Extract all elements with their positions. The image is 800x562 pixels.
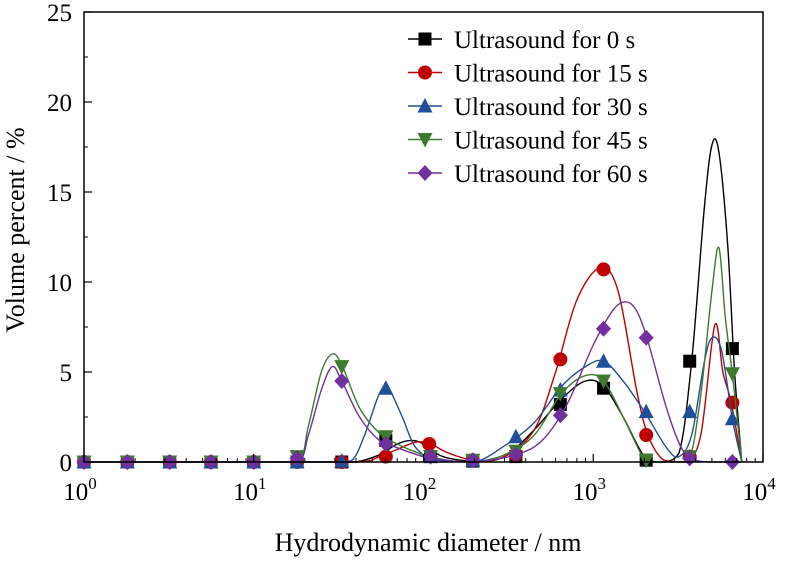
legend-marker	[417, 98, 433, 113]
legend-marker	[417, 133, 433, 148]
data-point	[596, 262, 611, 277]
y-tick-label: 5	[60, 360, 73, 387]
x-tick-label: 102	[403, 474, 437, 506]
plot-frame	[83, 11, 764, 463]
data-point	[552, 387, 568, 402]
y-tick-label: 10	[47, 270, 72, 297]
data-point	[552, 407, 568, 424]
data-point	[334, 453, 350, 468]
x-tick-label: 101	[233, 474, 267, 506]
x-tick-label: 100	[63, 474, 97, 506]
x-tick-label: 104	[742, 474, 776, 506]
series-line	[84, 138, 743, 463]
data-point	[638, 403, 654, 419]
axes: 0 5 10 15 20 25 100 101 102 103 104	[47, 0, 776, 506]
data-point	[638, 329, 654, 346]
legend-label: Ultrasound for 30 s	[454, 94, 648, 121]
legend-item: Ultrasound for 45 s	[408, 128, 648, 155]
y-tick-label: 25	[47, 0, 72, 27]
y-axis-label: Volume percent / %	[1, 127, 30, 332]
legend-label: Ultrasound for 45 s	[454, 128, 648, 155]
data-point	[638, 453, 654, 469]
data-point	[508, 446, 524, 463]
legend-marker	[417, 165, 433, 181]
data-point	[724, 410, 740, 426]
y-tick-label: 20	[47, 90, 72, 117]
series-layer	[76, 138, 743, 470]
data-point	[553, 352, 568, 367]
legend-item: Ultrasound for 60 s	[408, 161, 648, 188]
legend-label: Ultrasound for 15 s	[454, 61, 648, 88]
y-tick-label: 0	[60, 450, 73, 477]
legend-marker	[418, 32, 432, 46]
legend-item: Ultrasound for 30 s	[408, 94, 648, 121]
data-point	[596, 353, 612, 368]
legend-label: Ultrasound for 0 s	[454, 27, 635, 54]
data-point	[378, 436, 394, 452]
data-point	[596, 374, 612, 389]
data-point	[465, 452, 481, 469]
data-point	[378, 449, 393, 464]
data-point	[724, 367, 740, 382]
series-line	[84, 336, 743, 463]
data-point	[639, 428, 654, 442]
series-line	[84, 301, 742, 463]
legend-label: Ultrasound for 60 s	[454, 161, 648, 188]
legend: Ultrasound for 0 s Ultrasound for 15 s Ult…	[408, 27, 648, 188]
data-point	[423, 448, 439, 465]
legend-marker	[418, 65, 432, 80]
data-point	[334, 360, 350, 375]
data-point	[334, 373, 350, 389]
x-axis-label: Hydrodynamic diameter / nm	[275, 528, 582, 557]
legend-item: Ultrasound for 15 s	[408, 61, 648, 88]
data-point	[553, 397, 567, 411]
series-1	[77, 262, 743, 469]
data-point	[422, 437, 437, 451]
data-point	[725, 395, 740, 410]
data-point	[682, 403, 698, 419]
data-point	[508, 428, 524, 444]
data-point	[683, 354, 697, 368]
data-point	[725, 342, 739, 356]
data-point	[378, 380, 394, 395]
legend-item: Ultrasound for 0 s	[408, 27, 635, 54]
series-0	[77, 138, 743, 469]
x-tick-label: 103	[573, 474, 607, 506]
data-point	[596, 320, 612, 337]
y-tick-label: 15	[47, 180, 72, 207]
